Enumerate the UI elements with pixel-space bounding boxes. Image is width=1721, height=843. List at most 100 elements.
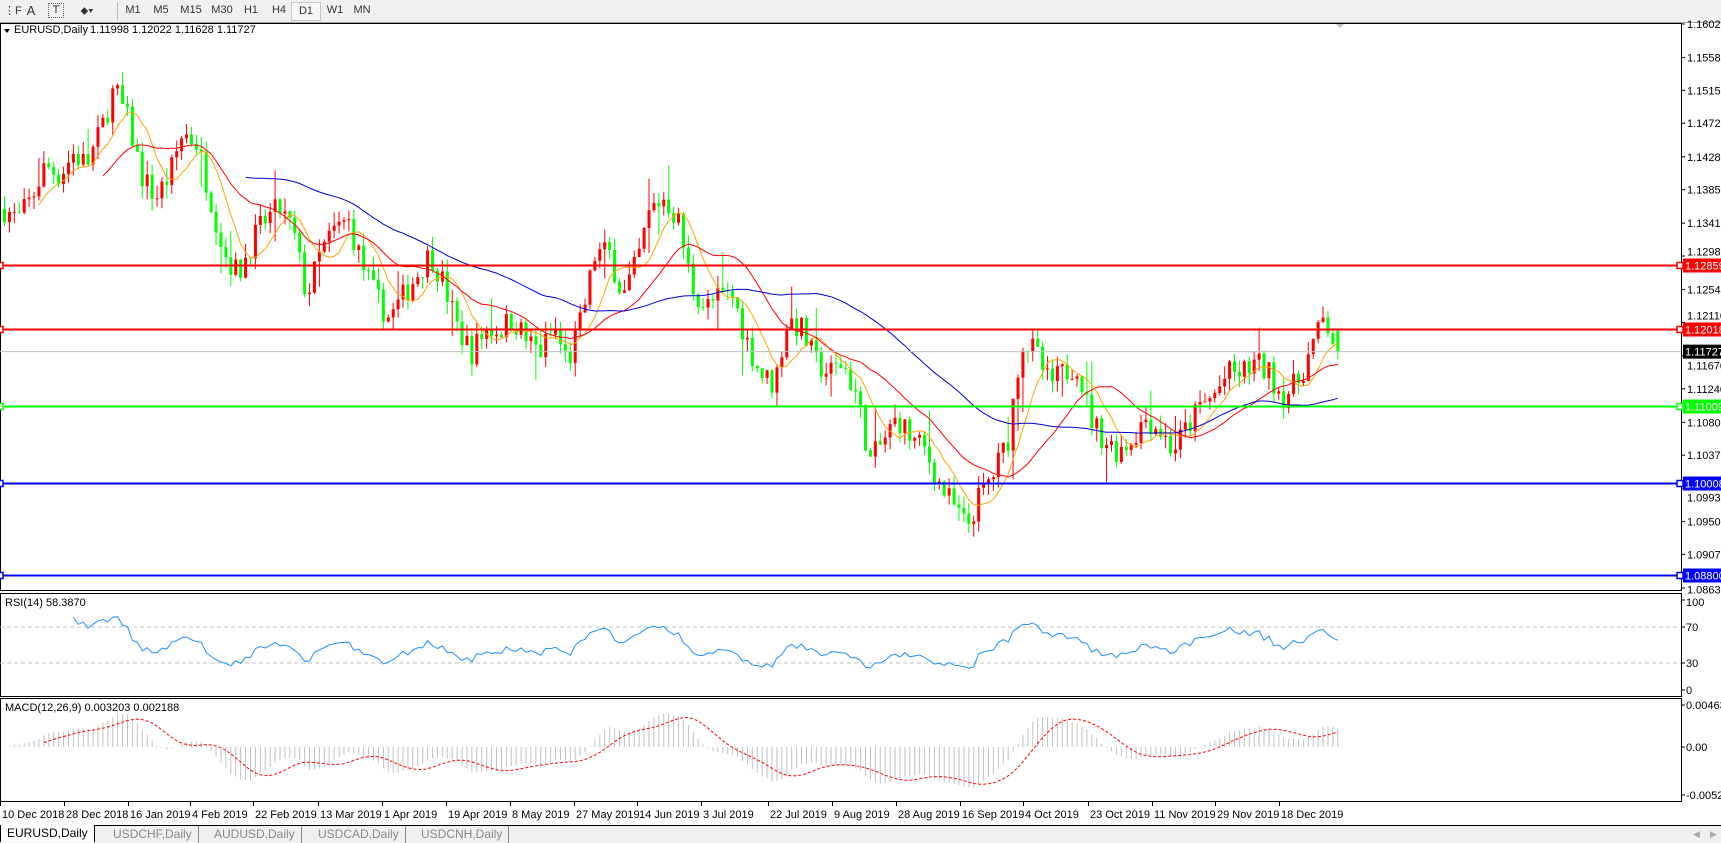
candle-body <box>150 174 154 199</box>
candle <box>253 214 257 269</box>
candle-body <box>1321 317 1325 322</box>
candle-body <box>1178 429 1182 450</box>
arrows-tool-icon[interactable]: ⬥▾ <box>80 5 94 17</box>
candle-body <box>814 340 818 353</box>
candle <box>1326 311 1330 338</box>
candle <box>332 212 336 239</box>
timeframe-h4-button[interactable]: H4 <box>271 4 287 16</box>
line-handle[interactable] <box>0 479 4 488</box>
candle <box>1173 415 1177 462</box>
line-handle[interactable] <box>0 571 4 580</box>
candle-body <box>1213 393 1217 399</box>
candle <box>868 447 872 457</box>
line-handle[interactable] <box>1676 402 1684 411</box>
candle <box>578 304 582 339</box>
candle <box>170 154 174 194</box>
price-line-label: 1.11009 <box>1685 402 1721 414</box>
candle-body <box>455 301 459 322</box>
candle <box>180 136 184 161</box>
candle <box>239 258 243 282</box>
candle-body <box>844 368 848 370</box>
candle <box>96 115 100 159</box>
candle <box>189 126 193 147</box>
candle <box>1055 356 1059 392</box>
timeframe-d1-button[interactable]: D1 <box>291 2 321 21</box>
candle <box>662 192 666 216</box>
timeframe-m1-button[interactable]: M1 <box>125 4 141 16</box>
scroll-left-icon[interactable]: ◀ <box>1693 829 1700 839</box>
candle-body <box>1203 401 1207 403</box>
scroll-right-icon[interactable]: ▶ <box>1710 829 1717 839</box>
tab-audusd-daily[interactable]: AUDUSD,Daily <box>208 826 302 843</box>
candle <box>386 314 390 323</box>
line-handle[interactable] <box>0 261 4 270</box>
text-label-tool-icon[interactable]: T <box>48 3 64 18</box>
date-tick-label: 16 Jan 2019 <box>130 809 191 821</box>
candle-body <box>775 367 779 393</box>
candle-body <box>499 334 503 338</box>
timeframe-w1-button[interactable]: W1 <box>326 4 344 16</box>
text-tool-icon[interactable]: A <box>26 3 36 18</box>
tab-eurusd-daily[interactable]: EURUSD,Daily <box>0 825 95 842</box>
candle-body <box>204 151 208 193</box>
candle <box>32 191 36 209</box>
candle <box>1139 414 1143 450</box>
candle-body <box>170 157 174 186</box>
candle-body <box>1075 376 1079 379</box>
timeframe-mn-button[interactable]: MN <box>353 4 371 16</box>
candle-body <box>903 419 907 434</box>
candle <box>745 330 749 352</box>
fibonacci-tool-icon[interactable]: ⋮F <box>4 5 22 17</box>
candle-body <box>411 284 415 301</box>
candle-body <box>1208 398 1212 402</box>
candle-body <box>209 192 213 213</box>
line-handle[interactable] <box>1676 325 1684 334</box>
candle-body <box>544 334 548 357</box>
candle <box>165 168 169 199</box>
line-handle[interactable] <box>0 325 4 334</box>
line-handle[interactable] <box>1676 571 1684 580</box>
candle <box>1198 390 1202 414</box>
line-handle[interactable] <box>1676 261 1684 270</box>
candle <box>47 157 51 170</box>
price-tick-label: 1.13410 <box>1687 218 1721 230</box>
candle <box>1114 434 1118 467</box>
candle <box>1183 408 1187 438</box>
candle <box>1105 437 1109 482</box>
candle <box>1252 351 1256 382</box>
candle <box>450 289 454 336</box>
candle-body <box>1129 444 1133 451</box>
candle <box>1272 356 1276 402</box>
candle <box>367 267 371 281</box>
timeframe-m5-button[interactable]: M5 <box>153 4 169 16</box>
candle <box>1095 416 1099 442</box>
collapse-triangle-icon[interactable] <box>4 29 10 33</box>
candle-body <box>982 482 986 488</box>
timeframe-m15-button[interactable]: M15 <box>180 4 202 16</box>
candle-body <box>839 363 843 369</box>
candle <box>372 257 375 281</box>
candle <box>1247 356 1251 385</box>
timeframe-h1-button[interactable]: H1 <box>243 4 259 16</box>
candle <box>731 284 735 308</box>
chart-shift-marker-icon[interactable] <box>1336 24 1344 28</box>
tab-usdcnh-daily[interactable]: USDCNH,Daily <box>415 826 510 843</box>
date-tick-label: 13 Mar 2019 <box>320 809 382 821</box>
tab-usdchf-daily[interactable]: USDCHF,Daily <box>107 826 199 843</box>
candle-body <box>263 215 267 223</box>
line-handle[interactable] <box>1676 479 1684 488</box>
line-handle[interactable] <box>0 402 4 411</box>
candle <box>534 326 538 380</box>
ma-fast-line <box>38 111 1339 506</box>
candle <box>1129 443 1133 456</box>
candle-body <box>322 241 326 252</box>
candle-body <box>913 437 917 441</box>
candle <box>12 203 16 224</box>
candle <box>1223 366 1227 396</box>
candle <box>224 237 228 268</box>
candle <box>101 114 105 128</box>
timeframe-m30-button[interactable]: M30 <box>211 4 233 16</box>
tab-usdcad-daily[interactable]: USDCAD,Daily <box>312 826 406 843</box>
candle <box>893 404 897 427</box>
